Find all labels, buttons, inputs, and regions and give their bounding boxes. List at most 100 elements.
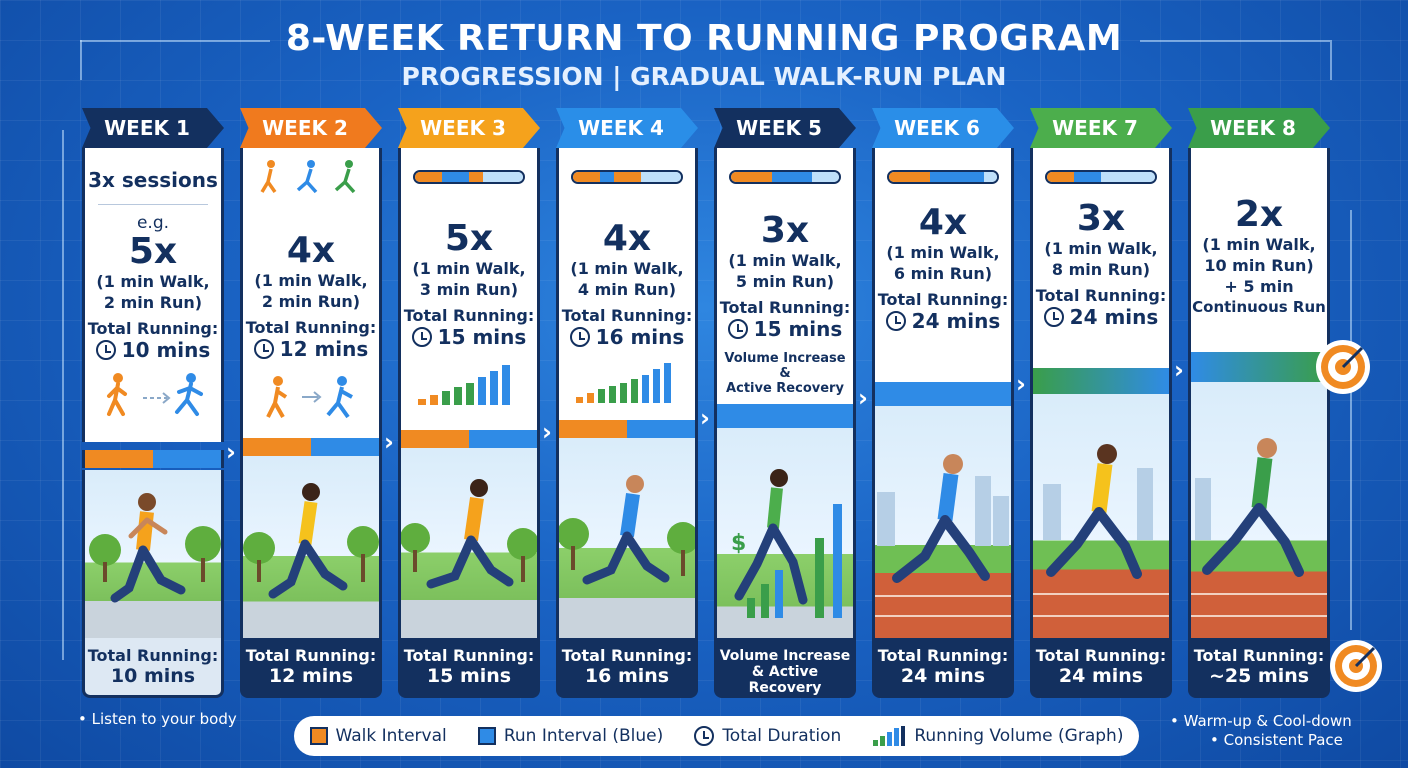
week-7-total-value: 24 mins bbox=[1069, 305, 1159, 329]
legend-volume: Running Volume (Graph) bbox=[872, 726, 1123, 746]
svg-text:$: $ bbox=[731, 531, 746, 556]
week-7-total-label: Total Running: bbox=[1035, 286, 1167, 305]
week-6-total: 24 mins bbox=[875, 309, 1011, 333]
week-1-card: 3x sessions e.g. 5x (1 min Walk, 2 min R… bbox=[82, 148, 224, 442]
week-5-note-1: Volume Increase & bbox=[724, 351, 846, 381]
week-8-interval-strip bbox=[1188, 352, 1330, 382]
week-8-footer: Total Running: ~25 mins bbox=[1188, 638, 1330, 698]
week-6-footer: Total Running: 24 mins bbox=[872, 638, 1014, 698]
week-8-footer-label: Total Running: bbox=[1193, 646, 1325, 665]
week-1-column: WEEK 1 3x sessions e.g. 5x (1 min Walk, … bbox=[82, 108, 224, 698]
runner-illustration bbox=[875, 454, 1011, 617]
walk-to-run-icon bbox=[107, 373, 203, 416]
week-4-card: 4x (1 min Walk, 4 min Run) Total Running… bbox=[556, 148, 698, 420]
week-7-interval-2: 8 min Run) bbox=[1051, 260, 1151, 279]
week-6-runner-scene bbox=[872, 406, 1014, 638]
clock-icon bbox=[569, 327, 590, 347]
side-note-left: • Listen to your body bbox=[78, 710, 237, 728]
legend-volume-label: Running Volume (Graph) bbox=[914, 726, 1124, 746]
week-1-total-label: Total Running: bbox=[87, 319, 219, 338]
week-5-footer-label: Volume Increase bbox=[719, 648, 851, 664]
week-2-card: 4x (1 min Walk, 2 min Run) Total Running… bbox=[240, 148, 382, 438]
legend-run-label: Run Interval (Blue) bbox=[503, 726, 664, 746]
week-2-interval-1: (1 min Walk, bbox=[254, 271, 368, 290]
run-swatch bbox=[477, 727, 496, 745]
week-4-footer-value: 16 mins bbox=[584, 665, 670, 687]
week-1-footer-value: 10 mins bbox=[110, 665, 196, 687]
volume-bars-icon bbox=[418, 365, 510, 405]
week-3-footer-value: 15 mins bbox=[426, 665, 512, 687]
week-6-total-label: Total Running: bbox=[877, 290, 1009, 309]
week-4-header: WEEK 4 bbox=[556, 108, 698, 148]
chevron-right-icon: › bbox=[542, 418, 552, 446]
clock-icon bbox=[95, 340, 116, 360]
legend-walk-label: Walk Interval bbox=[335, 726, 447, 746]
runner-illustration: $ bbox=[731, 469, 842, 618]
week-1-footer: Total Running: 10 mins bbox=[82, 638, 224, 698]
week-4-total: 16 mins bbox=[559, 325, 695, 349]
week-4-total-value: 16 mins bbox=[595, 325, 685, 349]
week-4-reps: 4x bbox=[602, 218, 652, 259]
week-2-footer: Total Running: 12 mins bbox=[240, 638, 382, 698]
clock-icon bbox=[1043, 307, 1064, 327]
clock-icon bbox=[727, 319, 748, 339]
week-8-runner-scene bbox=[1188, 382, 1330, 638]
week-2-total-label: Total Running: bbox=[245, 318, 377, 337]
week-4-interval-1: (1 min Walk, bbox=[570, 259, 684, 278]
chevron-right-icon: › bbox=[700, 404, 710, 432]
week-4-interval-2: 4 min Run) bbox=[577, 280, 677, 299]
frame-top-left bbox=[80, 40, 270, 42]
volume-bars-icon bbox=[576, 363, 671, 403]
week-6-reps: 4x bbox=[918, 202, 968, 243]
side-note-right-1: • Warm-up & Cool-down bbox=[1170, 712, 1352, 730]
walk-to-run-icon bbox=[266, 376, 353, 419]
week-7-interval-1: (1 min Walk, bbox=[1044, 239, 1158, 258]
week-1-total: 10 mins bbox=[85, 338, 221, 362]
week-7-reps: 3x bbox=[1076, 198, 1126, 239]
week-2-interval-strip bbox=[240, 438, 382, 456]
week-4-footer: Total Running: 16 mins bbox=[556, 638, 698, 698]
week-6-footer-label: Total Running: bbox=[877, 646, 1009, 665]
clock-icon bbox=[885, 311, 906, 331]
frame-top-right-vert bbox=[1330, 40, 1332, 80]
week-1-eg: e.g. bbox=[136, 213, 170, 233]
week-8-header: WEEK 8 bbox=[1188, 108, 1330, 148]
week-3-interval-strip bbox=[398, 430, 540, 448]
week-7-header: WEEK 7 bbox=[1030, 108, 1172, 148]
runner-illustration bbox=[89, 493, 221, 603]
week-3-total: 15 mins bbox=[401, 325, 537, 349]
walk-swatch bbox=[309, 727, 328, 745]
week-8-continuous-2: Continuous Run bbox=[1192, 298, 1326, 316]
week-8-card: 2x (1 min Walk, 10 min Run) + 5 min Cont… bbox=[1188, 148, 1330, 352]
week-7-footer-value: 24 mins bbox=[1058, 665, 1144, 687]
frame-top-right bbox=[1140, 40, 1330, 42]
week-6-interval-1: (1 min Walk, bbox=[886, 243, 1000, 262]
runner-illustration bbox=[1191, 438, 1327, 617]
week-5-note-2: Active Recovery bbox=[726, 381, 844, 396]
week-1-reps: 5x bbox=[128, 231, 178, 272]
week-2-total-value: 12 mins bbox=[279, 337, 369, 361]
week-7-interval-strip bbox=[1030, 368, 1172, 394]
clock-icon bbox=[694, 726, 715, 746]
week-8-column: WEEK 8 2x (1 min Walk, 10 min Run) + 5 m… bbox=[1188, 108, 1330, 698]
week-5-footer: Volume Increase & Active Recovery bbox=[714, 638, 856, 698]
week-7-footer: Total Running: 24 mins bbox=[1030, 638, 1172, 698]
week-5-total: 15 mins bbox=[717, 317, 853, 341]
week-6-column: WEEK 6 4x (1 min Walk, 6 min Run) Total … bbox=[872, 108, 1014, 698]
week-3-interval-2: 3 min Run) bbox=[419, 280, 519, 299]
target-icon bbox=[1330, 640, 1382, 692]
week-8-interval-1: (1 min Walk, bbox=[1202, 235, 1316, 254]
legend: Walk Interval Run Interval (Blue) Total … bbox=[294, 716, 1139, 756]
clock-icon bbox=[411, 327, 432, 347]
runner-illustration bbox=[1033, 444, 1169, 617]
week-8-footer-value: ~25 mins bbox=[1208, 665, 1310, 687]
week-2-runner-scene bbox=[240, 456, 382, 638]
week-5-footer-value: & Active Recovery bbox=[748, 664, 822, 696]
week-1-sessions: 3x sessions bbox=[88, 168, 218, 192]
chevron-right-icon: › bbox=[384, 428, 394, 456]
week-7-column: WEEK 7 3x (1 min Walk, 8 min Run) Total … bbox=[1030, 108, 1172, 698]
week-1-header: WEEK 1 bbox=[82, 108, 224, 148]
week-2-column: WEEK 2 4x (1 min Walk, 2 min Run) Total … bbox=[240, 108, 382, 698]
legend-duration-label: Total Duration bbox=[722, 726, 842, 746]
